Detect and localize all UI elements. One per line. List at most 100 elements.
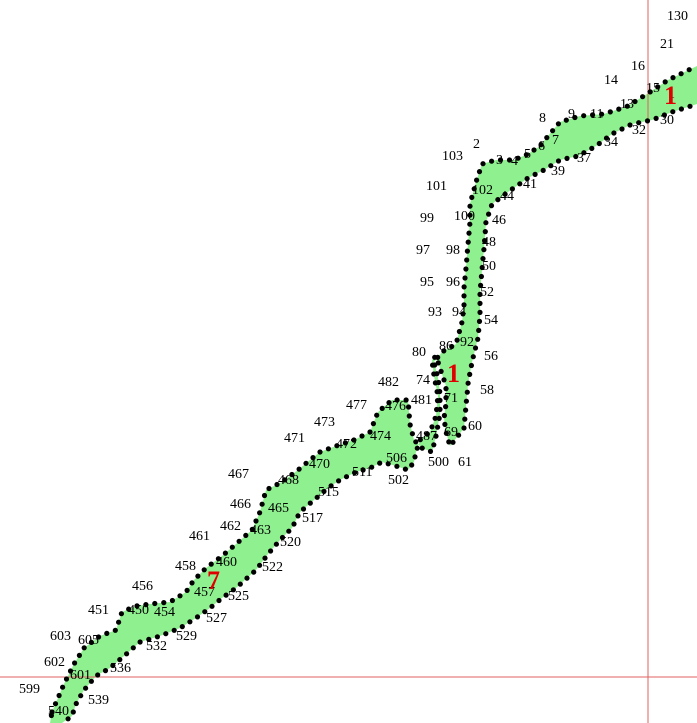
boundary-point <box>563 117 569 123</box>
point-label: 454 <box>154 605 175 620</box>
boundary-point <box>394 463 400 469</box>
boundary-point <box>154 634 160 640</box>
boundary-point <box>463 407 469 413</box>
boundary-point <box>171 627 177 633</box>
boundary-point <box>434 406 440 413</box>
boundary-point <box>419 445 425 451</box>
boundary-point <box>467 371 473 377</box>
point-label: 458 <box>175 559 196 574</box>
boundary-point <box>599 111 605 117</box>
point-label: 130 <box>667 9 688 24</box>
boundary-point <box>48 712 55 719</box>
point-label: 460 <box>216 555 237 570</box>
boundary-point <box>351 437 357 443</box>
boundary-point <box>544 135 550 141</box>
point-label: 457 <box>194 585 215 600</box>
boundary-point <box>310 455 316 461</box>
boundary-point <box>670 109 676 115</box>
point-label: 476 <box>385 399 406 414</box>
boundary-point <box>443 386 449 392</box>
boundary-point <box>317 449 323 455</box>
boundary-point <box>517 181 523 187</box>
point-label: 522 <box>262 560 283 575</box>
point-label: 41 <box>523 177 537 192</box>
point-label: 102 <box>472 183 493 198</box>
boundary-point <box>467 221 473 227</box>
boundary-point <box>413 439 419 445</box>
boundary-point <box>432 380 438 386</box>
boundary-point <box>222 550 228 556</box>
boundary-point <box>268 548 274 554</box>
boundary-point <box>67 668 74 674</box>
point-label: 5 <box>524 147 531 162</box>
boundary-point <box>303 460 309 466</box>
boundary-point <box>161 600 167 606</box>
boundary-point <box>640 94 646 100</box>
boundary-point <box>369 464 375 470</box>
point-label: 92 <box>460 335 474 350</box>
boundary-point <box>474 177 480 183</box>
region-marker: 1 <box>664 81 677 110</box>
boundary-point <box>367 429 373 435</box>
point-label: 532 <box>146 639 167 654</box>
boundary-point <box>476 169 483 175</box>
boundary-point <box>343 474 350 480</box>
boundary-point <box>456 432 462 438</box>
boundary-point <box>201 567 207 573</box>
boundary-point <box>102 668 109 674</box>
point-label: 6 <box>538 139 545 154</box>
point-label: 54 <box>484 313 498 328</box>
point-label: 529 <box>176 629 197 644</box>
boundary-point <box>495 197 501 203</box>
boundary-point <box>406 404 412 410</box>
boundary-point <box>479 264 485 271</box>
point-label: 2 <box>473 137 480 152</box>
boundary-point <box>661 112 668 118</box>
boundary-point <box>88 639 94 646</box>
point-label: 473 <box>314 415 335 430</box>
boundary-point <box>461 293 467 299</box>
boundary-point <box>434 389 440 395</box>
boundary-point <box>632 98 638 105</box>
boundary-point <box>189 580 195 586</box>
boundary-point <box>289 471 295 478</box>
boundary-point <box>194 614 201 620</box>
point-label: 477 <box>346 398 367 413</box>
boundary-point <box>394 397 400 403</box>
boundary-point <box>352 470 358 476</box>
boundary-point <box>482 229 488 235</box>
boundary-point <box>467 203 473 209</box>
point-label: 466 <box>230 497 251 512</box>
boundary-point <box>134 603 140 609</box>
point-label: 39 <box>551 164 565 179</box>
boundary-point <box>581 113 587 119</box>
point-label: 471 <box>284 431 305 446</box>
boundary-point <box>616 106 622 112</box>
point-label: 472 <box>336 437 357 452</box>
boundary-point <box>295 513 301 519</box>
boundary-point <box>464 248 470 254</box>
boundary-point <box>438 368 444 374</box>
boundary-point <box>187 619 193 625</box>
boundary-point <box>402 466 408 472</box>
point-label: 13 <box>620 97 634 112</box>
boundary-point <box>243 532 249 539</box>
boundary-point <box>581 150 587 156</box>
boundary-point <box>374 412 380 418</box>
point-label: 601 <box>70 668 91 683</box>
boundary-point <box>328 483 334 489</box>
point-label: 3 <box>496 153 503 168</box>
boundary-point <box>433 433 439 439</box>
boundary-point <box>540 167 546 173</box>
boundary-point <box>472 345 479 351</box>
point-label: 74 <box>416 373 430 388</box>
boundary-point <box>406 413 412 419</box>
boundary-point <box>237 581 243 587</box>
boundary-point <box>195 573 201 579</box>
point-label: 37 <box>577 151 591 166</box>
point-label: 99 <box>420 211 434 226</box>
boundary-point <box>432 354 438 360</box>
point-label: 16 <box>631 59 645 74</box>
boundary-point <box>509 186 515 192</box>
boundary-point <box>482 238 488 244</box>
